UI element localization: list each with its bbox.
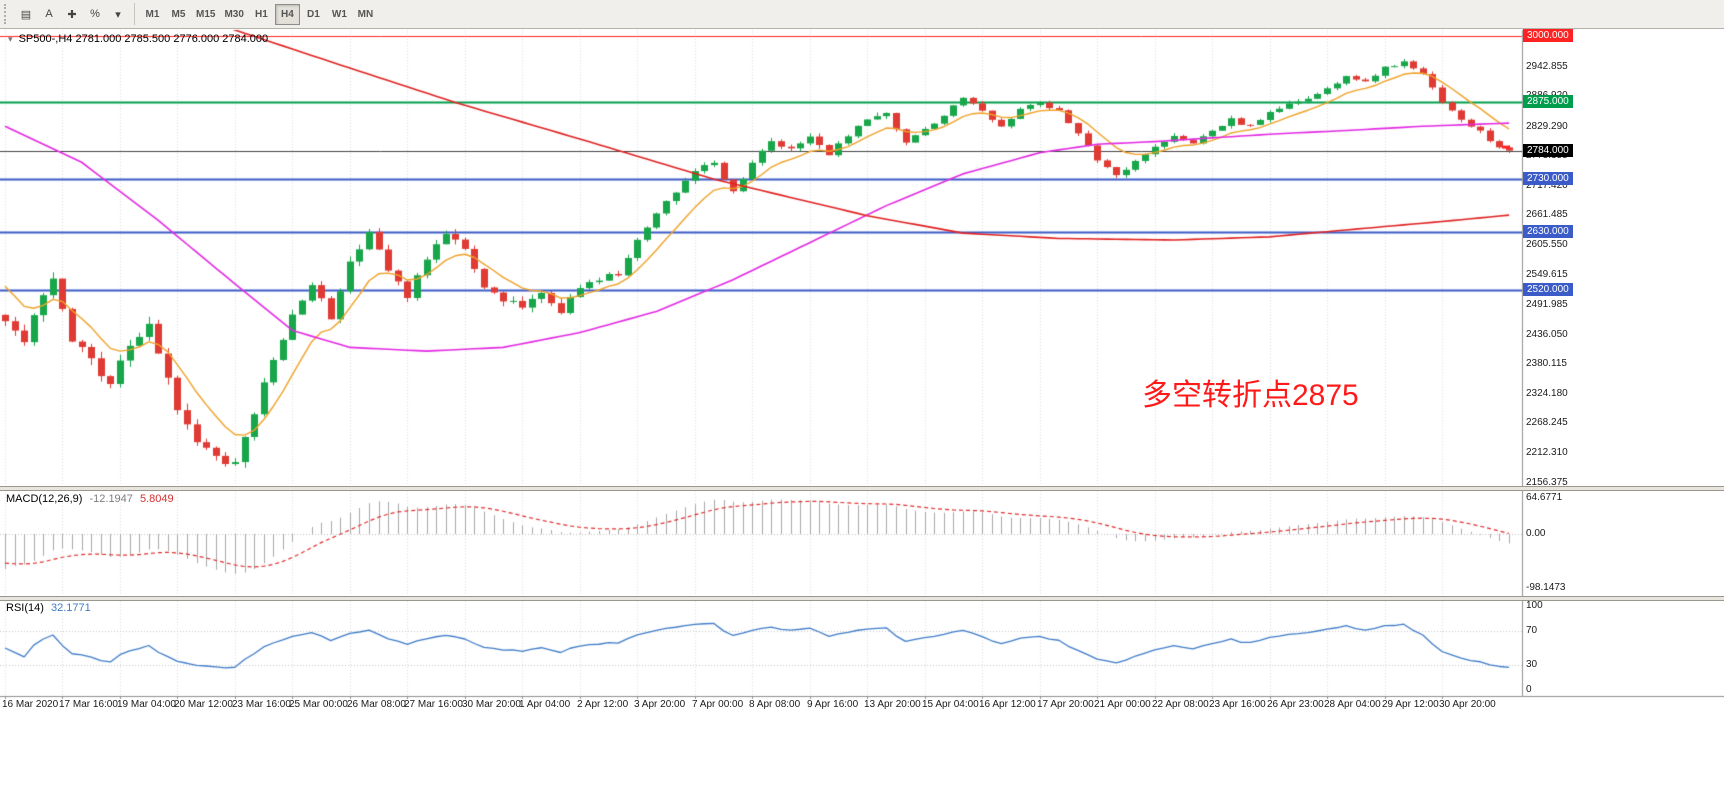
macd-axis-label: 0.00: [1526, 528, 1546, 539]
toolbar: ▤ A ✚% ▾ M1 M5 M15 M30 H1 H4 D1 W1 MN: [0, 0, 1724, 29]
price-axis-label: 2436.050: [1526, 329, 1568, 340]
rsi-axis-label: 0: [1526, 684, 1532, 695]
chart-annotation-text[interactable]: 多空转折点2875: [1142, 379, 1359, 412]
symbol-info-line: ▾ SP500-,H4 2781.000 2785.500 2776.000 2…: [8, 33, 268, 45]
macd-indicator-label: MACD(12,26,9) -12.1947 5.8049: [6, 493, 178, 505]
price-axis-label: 2491.985: [1526, 299, 1568, 310]
panel-splitter-rsi[interactable]: [0, 596, 1724, 601]
time-axis-label: 26 Apr 23:00: [1267, 699, 1324, 710]
price-axis-label: 2549.615: [1526, 269, 1568, 280]
timeframe-button-h1[interactable]: H1: [255, 8, 268, 20]
timeframe-button-w1[interactable]: W1: [331, 8, 347, 20]
time-axis-label: 26 Mar 08:00: [347, 699, 406, 710]
rsi-axis-label: 70: [1526, 625, 1538, 636]
price-axis-label: 2829.290: [1526, 121, 1568, 132]
tool-button-group: ▤ A ✚% ▾: [15, 4, 129, 25]
price-badge: 2520.000: [1523, 283, 1573, 296]
price-badge: 2875.000: [1523, 95, 1573, 108]
time-axis-label: 16 Mar 2020: [2, 699, 59, 710]
time-axis-label: 23 Mar 16:00: [232, 699, 291, 710]
macd-main-value: -12.1947: [89, 493, 133, 505]
time-axis-label: 30 Apr 20:00: [1439, 699, 1496, 710]
toolbar-separator: [134, 3, 135, 25]
time-axis-label: 29 Apr 12:00: [1382, 699, 1439, 710]
crosshair-icon[interactable]: ✚: [67, 8, 77, 21]
time-axis-label: 7 Apr 00:00: [692, 699, 744, 710]
timeframe-button-mn[interactable]: MN: [357, 8, 374, 20]
time-axis-label: 1 Apr 04:00: [519, 699, 571, 710]
macd-axis-label: 64.6771: [1526, 492, 1563, 503]
time-axis-label: 27 Mar 16:00: [404, 699, 463, 710]
rsi-name: RSI(14): [6, 602, 44, 614]
toolbar-grip[interactable]: [4, 4, 11, 24]
rsi-axis-label: 100: [1526, 600, 1543, 611]
time-axis-label: 21 Apr 00:00: [1094, 699, 1151, 710]
price-badge: 2730.000: [1523, 172, 1573, 185]
price-axis-label: 2212.310: [1526, 447, 1568, 458]
timeframe-button-d1[interactable]: D1: [307, 8, 320, 20]
price-axis-label: 2380.115: [1526, 358, 1567, 369]
time-axis-label: 20 Mar 12:00: [174, 699, 233, 710]
price-badge: 2630.000: [1523, 225, 1573, 238]
rsi-indicator-label: RSI(14) 32.1771: [6, 602, 95, 614]
price-axis-label: 2605.550: [1526, 239, 1568, 250]
chart-templates-icon[interactable]: ▤: [20, 8, 32, 21]
time-axis-label: 8 Apr 08:00: [749, 699, 801, 710]
percent-scale-icon[interactable]: %: [90, 8, 100, 20]
price-axis-label: 2661.485: [1526, 209, 1568, 220]
time-axis-label: 17 Apr 20:00: [1037, 699, 1094, 710]
price-axis-label: 2942.855: [1526, 61, 1568, 72]
macd-axis-label: -98.1473: [1526, 582, 1566, 593]
time-axis-label: 22 Apr 08:00: [1152, 699, 1209, 710]
price-badge: 3000.000: [1523, 29, 1573, 42]
macd-signal-value: 5.8049: [139, 493, 174, 505]
time-axis-label: 23 Apr 16:00: [1209, 699, 1266, 710]
time-axis-label: 16 Apr 12:00: [979, 699, 1036, 710]
rsi-value: 32.1771: [50, 602, 91, 614]
rsi-axis-label: 30: [1526, 659, 1538, 670]
macd-name: MACD(12,26,9): [6, 493, 83, 505]
time-axis-label: 2 Apr 12:00: [577, 699, 629, 710]
time-axis-label: 28 Apr 04:00: [1324, 699, 1381, 710]
timeframe-button-m1[interactable]: M1: [145, 8, 160, 20]
time-axis-label: 30 Mar 20:00: [462, 699, 521, 710]
time-axis-label: 19 Mar 04:00: [117, 699, 176, 710]
time-axis-label: 13 Apr 20:00: [864, 699, 921, 710]
timeframe-button-m15[interactable]: M15: [196, 8, 216, 20]
symbol-label: SP500-,H4: [18, 33, 73, 45]
current-price-badge: 2784.000: [1523, 144, 1573, 157]
timeframe-button-group: M1 M5 M15 M30 H1 H4 D1 W1 MN: [140, 3, 378, 25]
timeframe-button-m30[interactable]: M30: [224, 8, 244, 20]
price-axis-label: 2268.245: [1526, 417, 1568, 428]
panel-splitter-macd[interactable]: [0, 486, 1724, 491]
price-axis-label: 2717.420: [1526, 180, 1568, 191]
time-axis-label: 25 Mar 00:00: [289, 699, 348, 710]
price-axis-label: 2324.180: [1526, 388, 1568, 399]
timeframe-button-m5[interactable]: M5: [171, 8, 186, 20]
time-axis-label: 9 Apr 16:00: [807, 699, 859, 710]
time-axis-label: 15 Apr 04:00: [922, 699, 979, 710]
time-axis-label: 3 Apr 20:00: [634, 699, 686, 710]
time-axis-label: 17 Mar 16:00: [59, 699, 118, 710]
dropdown-caret-icon[interactable]: ▾: [115, 8, 121, 21]
text-tool-icon[interactable]: A: [45, 8, 53, 20]
ohlc-values: 2781.000 2785.500 2776.000 2784.000: [75, 33, 269, 45]
timeframe-button-h4[interactable]: H4: [274, 3, 300, 25]
chart-symbol-icon: ▾: [8, 34, 13, 44]
price-axis-label: 2156.375: [1526, 477, 1568, 488]
